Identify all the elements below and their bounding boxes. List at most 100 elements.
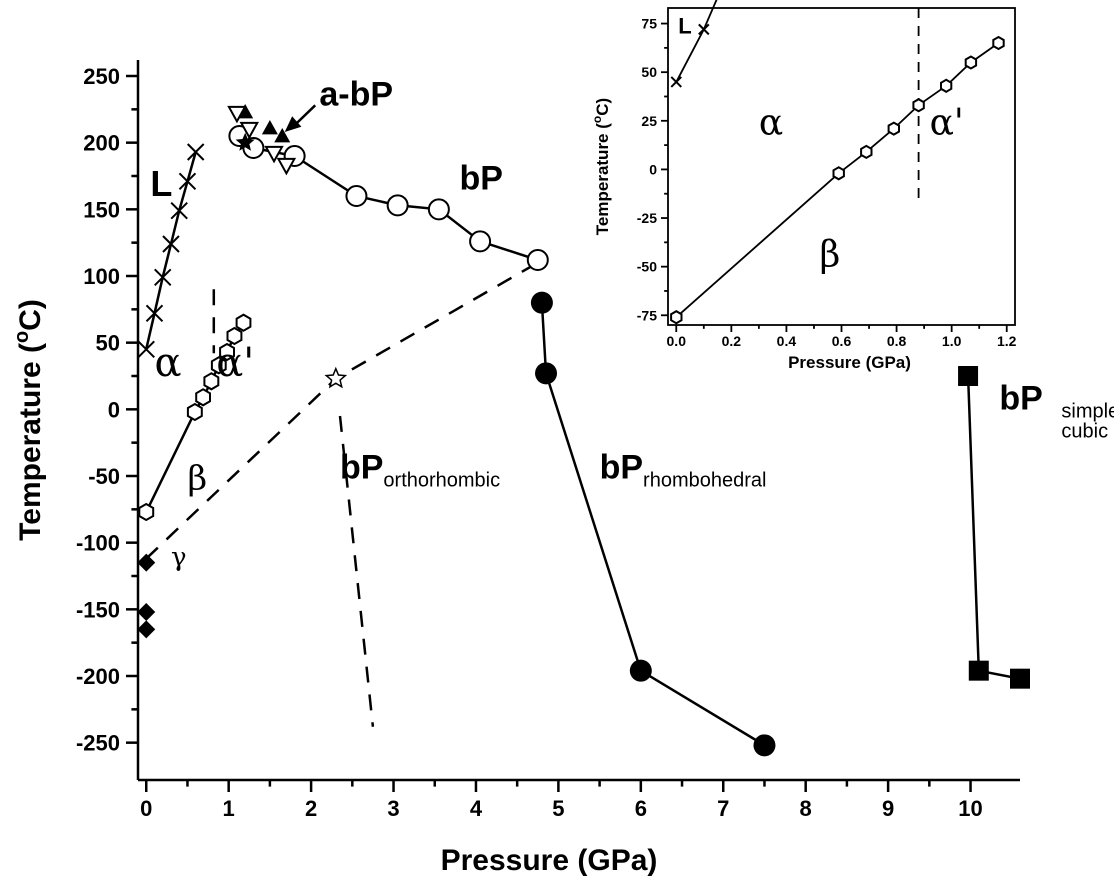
main-x-tick-label: 5 [552, 796, 564, 821]
inset-data-point-hexagon [964, 55, 978, 70]
main-data-point-cross [162, 235, 180, 253]
inset-x-tick-label: 1.0 [942, 333, 962, 349]
main-data-point-star-open [324, 366, 348, 389]
main-y-label-sup: o [11, 331, 33, 343]
main-data-point-hexagon [203, 372, 220, 391]
inset-y-tick-label: 0 [649, 161, 657, 177]
inset-y-tick-label: -75 [637, 307, 657, 323]
label-bp-orthorhombic-sub: orthorhombic [383, 470, 500, 492]
inset-x-tick-label: 1.2 [997, 333, 1017, 349]
main-y-tick-label: 250 [83, 64, 120, 89]
label-bp-simple-cubic-sub2: cubic [1061, 420, 1108, 442]
main-data-point-cross [154, 268, 172, 287]
inset-x-tick-label: 0.2 [722, 333, 742, 349]
inset-annotations: L α α' β [678, 13, 964, 275]
main-data-point-hexagon [138, 502, 155, 522]
main-data-point-hexagon [219, 342, 235, 362]
main-data-point-circle-open [526, 249, 549, 271]
main-data-point-circle-open [469, 230, 492, 253]
inset-series-line-cross [675, 28, 705, 83]
label-alpha-prime: α' [216, 340, 254, 386]
inset-data-point-hexagon [912, 98, 925, 113]
main-x-tick-label: 8 [800, 796, 812, 821]
main-x-tick-label: 6 [635, 796, 647, 821]
main-data-point-circle-open [386, 194, 409, 217]
main-data-point-star-filled [235, 132, 255, 151]
inset-liquid-line-extension [702, 0, 718, 30]
main-data-point-circle-open [345, 185, 368, 207]
inset-y-label-end: C) [593, 98, 612, 116]
main-data-point-square-filled [968, 660, 989, 681]
main-data-point-circle-filled [753, 734, 776, 757]
main-data-point-hexagon [235, 313, 252, 332]
label-gamma: γ [171, 542, 187, 572]
inset-x-tick-label: 0.6 [832, 333, 852, 349]
inset-y-tick-label: -25 [637, 210, 657, 226]
main-data-point-square-filled [958, 366, 979, 386]
main-data-point-triangle-down-open [239, 121, 259, 140]
inset-y-tick-label: -50 [637, 259, 657, 275]
main-dashed-boundary [145, 261, 539, 560]
main-plot: 0 1 2 3 4 5 6 7 8 9 10250200150100500-50-100-150-2… [76, 60, 1030, 821]
main-data-point-triangle-up-filled [261, 120, 278, 135]
label-amorphous-bp: a-bP [319, 75, 393, 113]
inset-label-alpha: α [759, 102, 783, 143]
main-series-line-circle-filled [540, 302, 766, 747]
main-data-point-triangle-up-filled [274, 128, 291, 143]
label-alpha: α [154, 340, 181, 386]
main-x-tick-label: 4 [470, 796, 483, 821]
main-y-tick-label: 50 [96, 331, 120, 356]
inset-label-beta: β [819, 235, 840, 276]
inset-y-label-main: Temperature ( [593, 123, 612, 235]
main-data-point-square-filled [1010, 668, 1030, 689]
main-data-point-cross [137, 340, 155, 359]
label-bp-rhombohedral: bPrhombohedral [600, 449, 767, 492]
label-bp: bP [459, 159, 502, 197]
main-data-point-hexagon [210, 356, 227, 375]
main-data-point-hexagon [226, 326, 243, 346]
inset-y-tick-label: 75 [641, 16, 657, 32]
inset-x-axis-label: Pressure (GPa) [788, 353, 911, 372]
label-bp-rhombohedral-sub: rhombohedral [643, 470, 766, 492]
inset-y-tick-label: 50 [641, 64, 657, 80]
inset-data-point-hexagon [940, 78, 953, 93]
main-data-point-cross [178, 172, 197, 191]
main-x-tick-label: 0 [140, 796, 152, 821]
main-x-tick-label: 10 [958, 796, 982, 821]
main-y-tick-label: 200 [83, 131, 120, 156]
main-x-axis-label: Pressure (GPa) [441, 844, 658, 877]
label-bp-orthorhombic: bPorthorhombic [340, 449, 500, 492]
main-y-axis-label: Temperature (oC) [11, 299, 47, 541]
inset-data-point-hexagon [860, 144, 873, 160]
main-x-tick-label: 3 [387, 796, 399, 821]
inset-data-point-cross [670, 76, 682, 88]
main-x-tick-label: 2 [305, 796, 317, 821]
inset-plot: 0.0 0.2 0.4 0.6 0.8 1.0 1.2 75 50 25 0 -25 -50 -75 [637, 0, 1017, 349]
main-data-point-triangle-down-open [276, 157, 297, 176]
main-y-label-end: C) [14, 299, 47, 331]
main-y-tick-label: -250 [76, 731, 120, 756]
inset-y-axis-label: Temperature (oC) [590, 98, 612, 235]
main-data-point-diamond-filled [137, 620, 156, 639]
main-x-tick-label: 7 [717, 796, 729, 821]
inset-label-liquid: L [678, 13, 691, 38]
inset-label-alpha-prime: α' [930, 102, 964, 143]
main-data-point-triangle-down-open [264, 145, 284, 164]
inset-data-point-hexagon [992, 35, 1005, 51]
main-axis-labels: Pressure (GPa) Temperature (oC) [11, 299, 657, 877]
inset-y-tick-label: 25 [641, 113, 657, 129]
inset-x-tick-label: 0.0 [667, 333, 687, 349]
main-y-tick-label: 0 [108, 397, 120, 422]
label-bp-simple-cubic-sub1: simple [1061, 400, 1114, 422]
main-x-tick-label: 1 [223, 796, 235, 821]
main-data-point-cross [145, 304, 164, 323]
main-y-tick-label: 100 [83, 264, 120, 289]
main-data-point-cross [170, 201, 188, 220]
inset-data-point-hexagon [832, 166, 845, 181]
main-annotations: L a-bP bP α α' β γ bPorthorhombic bPrhom… [150, 75, 1114, 572]
inset-x-tick-label: 0.8 [887, 333, 907, 349]
main-data-point-triangle-down-open [227, 105, 247, 124]
label-bp-rhombohedral-main: bP [600, 449, 643, 487]
label-liquid: L [150, 163, 172, 204]
